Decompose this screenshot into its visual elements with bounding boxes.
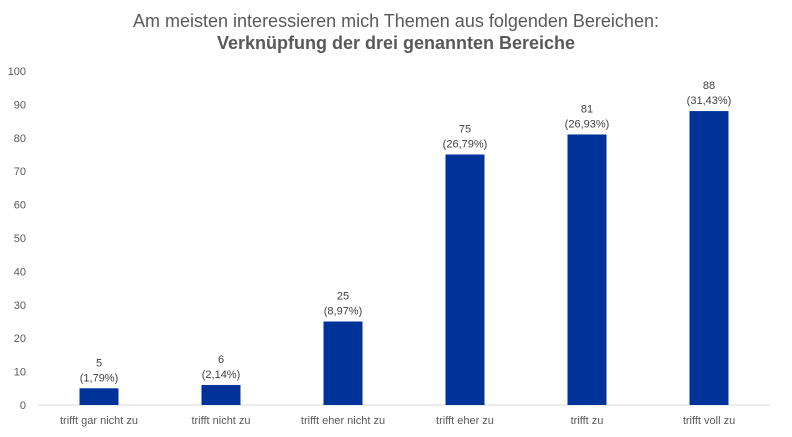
y-tick-label: 40 — [14, 266, 26, 278]
y-tick-label: 50 — [14, 233, 26, 245]
bar — [445, 154, 485, 405]
chart-title-block: Am meisten interessieren mich Themen aus… — [0, 10, 792, 54]
x-axis: trifft gar nicht zu trifft nicht zu trifft… — [60, 415, 735, 427]
y-tick-label: 30 — [14, 300, 26, 312]
y-tick-label: 90 — [14, 99, 26, 111]
x-tick-label: trifft eher zu — [436, 415, 494, 427]
bar-percent-label: (8,97%) — [324, 306, 363, 318]
x-tick-label: trifft gar nicht zu — [60, 415, 138, 427]
bar-percent-label: (26,79%) — [443, 139, 488, 151]
bar-value-label: 6 — [218, 354, 224, 366]
bar-percent-label: (2,14%) — [202, 369, 241, 381]
bar — [567, 134, 607, 405]
x-tick-label: trifft eher nicht zu — [301, 415, 385, 427]
bar-value-label: 75 — [459, 124, 471, 136]
x-tick-label: trifft zu — [571, 415, 604, 427]
y-tick-label: 10 — [14, 367, 26, 379]
bar-value-label: 81 — [581, 103, 593, 115]
bar-value-label: 88 — [703, 80, 715, 92]
chart-title: Am meisten interessieren mich Themen aus… — [133, 11, 659, 31]
x-tick-label: trifft nicht zu — [191, 415, 250, 427]
bar — [689, 111, 729, 405]
y-tick-label: 60 — [14, 200, 26, 212]
y-axis: 0 10 20 30 40 50 60 70 80 90 100 — [8, 66, 26, 412]
bar — [201, 384, 241, 405]
bar-value-label: 25 — [337, 291, 349, 303]
y-tick-label: 80 — [14, 133, 26, 145]
y-tick-label: 100 — [8, 66, 26, 78]
y-tick-label: 20 — [14, 333, 26, 345]
bar-percent-label: (1,79%) — [80, 372, 119, 384]
bar-percent-label: (26,93%) — [565, 118, 610, 130]
bar — [79, 388, 119, 405]
bars-group: 5 (1,79%) 6 (2,14%) 25 (8,97%) 75 (26,79%) 81 (26… — [79, 80, 732, 405]
y-tick-label: 0 — [20, 400, 26, 412]
x-tick-label: trifft voll zu — [683, 415, 735, 427]
bar — [323, 321, 363, 405]
bar-percent-label: (31,43%) — [687, 95, 732, 107]
y-tick-label: 70 — [14, 166, 26, 178]
chart-subtitle: Verknüpfung der drei genannten Bereiche — [216, 33, 576, 53]
bar-value-label: 5 — [96, 357, 102, 369]
